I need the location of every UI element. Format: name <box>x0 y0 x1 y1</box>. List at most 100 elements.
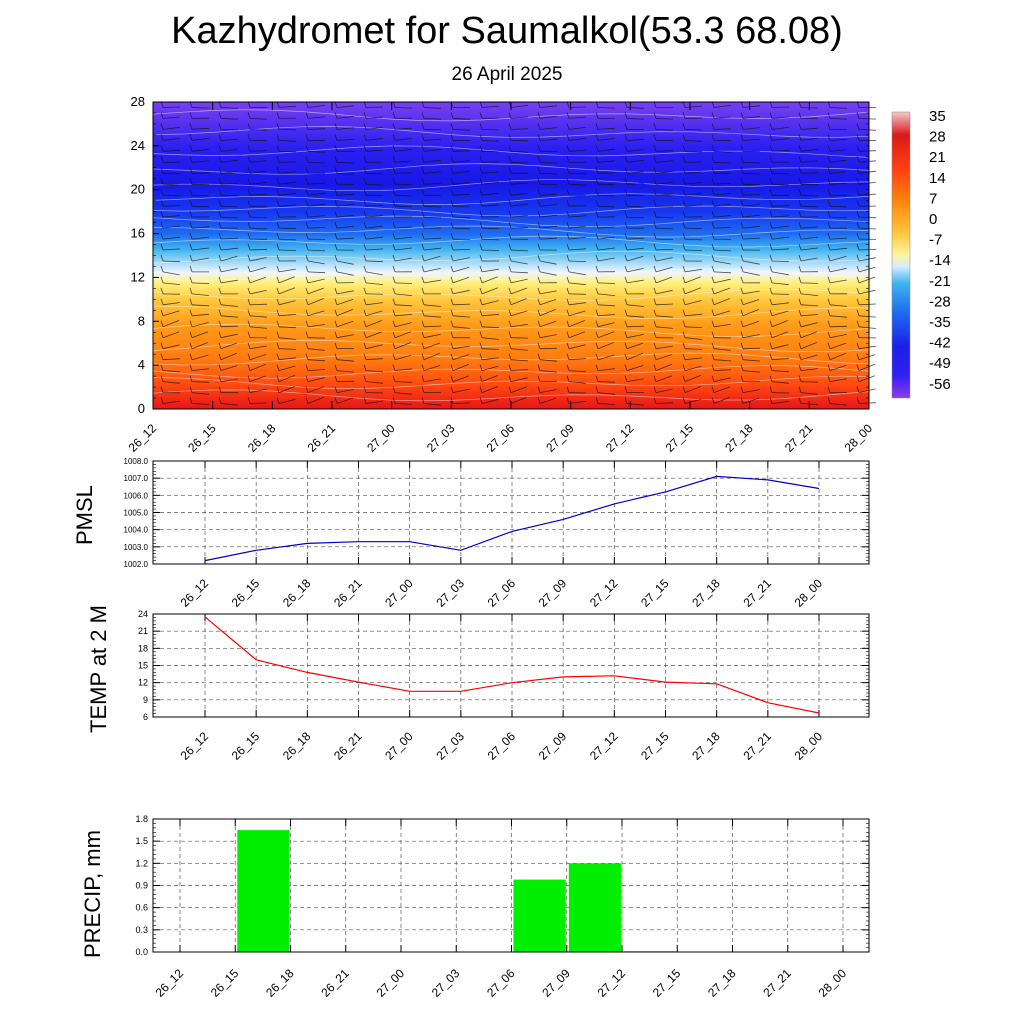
wind-barb <box>597 304 616 307</box>
wind-barb <box>829 315 847 318</box>
wind-barb <box>713 227 732 229</box>
wind-barb <box>162 205 181 207</box>
wind-barb-flag <box>682 331 686 338</box>
wind-barb-flag <box>537 156 541 163</box>
wind-barb <box>539 116 557 119</box>
wind-barb-flag <box>682 265 686 273</box>
wind-barb-flag <box>508 210 512 218</box>
wind-barb <box>452 129 471 131</box>
wind-barb-flag <box>769 210 773 218</box>
temp-x-tick-label: 27_09 <box>536 729 570 763</box>
wind-barb <box>568 320 585 328</box>
wind-barb <box>249 248 268 251</box>
wind-barb-flag <box>363 123 367 130</box>
wind-barb <box>597 236 615 240</box>
wind-barb <box>510 182 529 185</box>
wind-barb <box>539 260 557 265</box>
wind-barb <box>452 303 471 306</box>
wind-barb <box>336 271 354 276</box>
wind-barb-flag <box>566 200 570 207</box>
wind-barb-flag <box>856 353 860 360</box>
wind-barb-flag <box>624 364 628 371</box>
wind-barb <box>191 172 210 174</box>
wind-barb-flag <box>740 364 744 371</box>
wind-barb-flag <box>508 320 512 327</box>
wind-barb-flag <box>276 254 280 262</box>
wind-barb <box>655 363 672 371</box>
wind-barb-flag <box>566 276 570 284</box>
pmsl-y-tick-label: 1003.0 <box>124 543 149 552</box>
wind-barb-flag <box>479 287 483 295</box>
wind-barb <box>858 388 876 393</box>
wind-barb <box>568 106 587 108</box>
wind-barb <box>597 226 616 229</box>
wind-barb-flag <box>769 320 773 327</box>
colorbar: 35 28 21 14 7 0 -7 -14 -21 -28 -35 -42 -49 -56 <box>891 108 951 399</box>
wind-barb <box>481 375 498 382</box>
wind-barb <box>481 238 500 241</box>
wind-barb <box>568 344 586 350</box>
wind-barb-flag <box>711 309 715 316</box>
wind-barb-flag <box>189 156 193 163</box>
wind-barb-flag <box>740 265 744 273</box>
wind-barb-flag <box>334 134 338 141</box>
wind-barb <box>336 359 354 362</box>
wind-barb <box>626 159 644 163</box>
wind-barb-flag <box>537 210 541 218</box>
wind-barb <box>568 138 586 141</box>
wind-barb <box>423 342 441 350</box>
wind-barb-flag <box>740 342 744 349</box>
wind-barb <box>858 216 877 219</box>
wind-barb <box>626 304 644 307</box>
wind-barb <box>626 403 644 406</box>
wind-barb-flag <box>653 353 657 360</box>
wind-barb <box>423 255 441 262</box>
wind-barb-flag <box>421 309 425 316</box>
wind-barb <box>220 149 238 152</box>
wind-barb <box>220 216 239 219</box>
wind-barb <box>771 106 790 108</box>
wind-barb <box>307 359 326 362</box>
wind-barb-flag <box>479 364 483 371</box>
wind-barb <box>191 247 209 251</box>
wind-barb-flag <box>392 287 396 295</box>
wind-barb <box>655 160 673 163</box>
wind-barb <box>452 388 470 393</box>
wind-barb-flag <box>769 331 773 338</box>
wind-barb-flag <box>189 265 193 273</box>
wind-barb <box>307 260 325 265</box>
wind-barb <box>829 107 848 109</box>
wind-barb <box>655 216 674 219</box>
heatmap-y-tick-label: 4 <box>138 357 145 372</box>
wind-barb <box>684 227 703 229</box>
temp-x-tick-label: 26_18 <box>280 729 314 763</box>
wind-barb-flag <box>769 156 773 163</box>
wind-barb <box>249 354 267 361</box>
wind-barb-flag <box>827 134 831 141</box>
wind-barb <box>684 313 702 317</box>
wind-barb <box>510 203 528 207</box>
wind-barb <box>684 268 702 273</box>
precip-bar <box>568 863 622 952</box>
wind-barb-flag <box>856 200 860 207</box>
wind-barb-flag <box>392 265 396 273</box>
wind-barb-flag <box>363 364 367 371</box>
wind-barb-flag <box>798 221 802 229</box>
heatmap-y-tick-label: 24 <box>131 138 145 153</box>
wind-barb-flag <box>363 189 367 196</box>
wind-barb <box>452 266 470 273</box>
wind-barb <box>394 314 412 317</box>
wind-barb-flag <box>711 254 715 262</box>
colorbar-label: -28 <box>929 293 951 310</box>
wind-barb <box>278 386 296 393</box>
wind-barb <box>394 148 412 152</box>
wind-barb-flag <box>624 298 628 305</box>
wind-barb-flag <box>566 156 570 163</box>
wind-barb-flag <box>421 145 425 152</box>
wind-barb-flag <box>450 167 454 174</box>
wind-barb-flag <box>740 200 744 207</box>
wind-barb-flag <box>827 353 831 360</box>
wind-barb <box>394 342 411 350</box>
wind-barb-flag <box>827 364 831 371</box>
wind-barb-flag <box>827 145 831 152</box>
